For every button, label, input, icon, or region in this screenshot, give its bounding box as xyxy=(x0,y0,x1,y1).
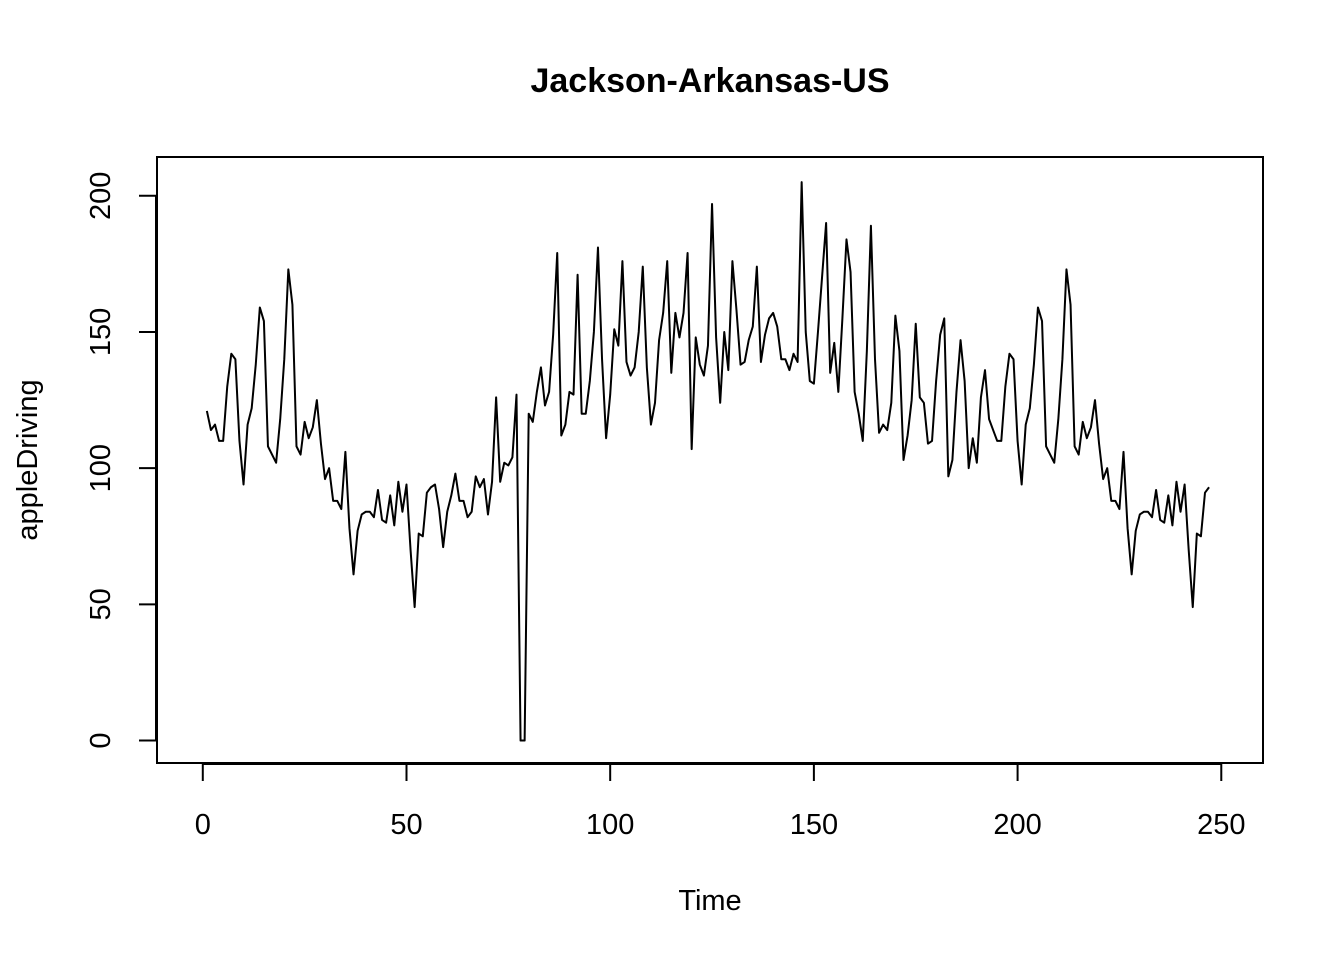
y-tick-label: 100 xyxy=(85,444,117,492)
x-tick-label: 200 xyxy=(993,809,1041,841)
x-axis-label: Time xyxy=(678,885,741,917)
x-tick-label: 150 xyxy=(790,809,838,841)
chart-title: Jackson-Arkansas-US xyxy=(530,62,889,100)
x-tick-label: 50 xyxy=(390,809,422,841)
series-line xyxy=(205,181,1210,742)
y-tick-label: 150 xyxy=(85,308,117,356)
x-tick-label: 0 xyxy=(195,809,211,841)
y-tick-label: 50 xyxy=(85,588,117,620)
x-tick-label: 250 xyxy=(1197,809,1245,841)
y-tick-label: 0 xyxy=(85,732,117,748)
x-axis: 0 50 100 150 200 250 xyxy=(195,763,1245,841)
x-tick-label: 100 xyxy=(586,809,634,841)
y-axis-label: appleDriving xyxy=(12,379,44,540)
y-tick-label: 200 xyxy=(85,172,117,220)
y-axis: 0 50 100 150 200 xyxy=(85,172,157,749)
